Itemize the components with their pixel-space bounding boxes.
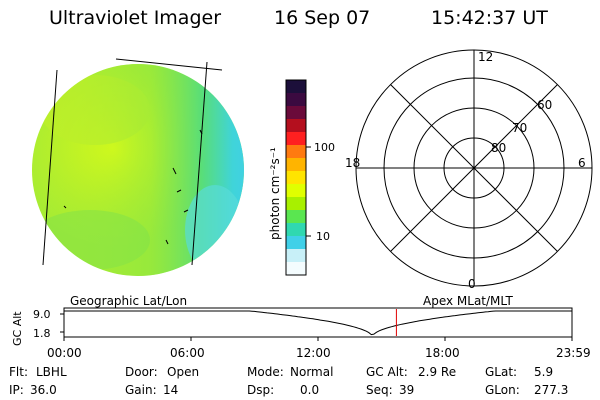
colorbar-cell bbox=[286, 236, 306, 250]
colorbar-cell bbox=[286, 262, 306, 276]
filter-value: LBHL bbox=[36, 365, 67, 379]
colorbar-cell bbox=[286, 119, 306, 133]
mlt-label-12: 12 bbox=[478, 50, 493, 64]
timeline-right-title: Apex MLat/MLT bbox=[423, 294, 513, 308]
lat-label-60: 60 bbox=[537, 98, 552, 112]
colorbar-tick-10: 10 bbox=[316, 230, 330, 243]
colorbar-unit-label: photon cm⁻²s⁻¹ bbox=[268, 147, 282, 240]
x-tick-1800: 18:00 bbox=[425, 346, 460, 360]
mlt-label-6: 6 bbox=[578, 156, 586, 170]
x-tick-0600: 06:00 bbox=[170, 346, 205, 360]
y-tick-1-8: 1.8 bbox=[33, 327, 51, 340]
date-label: 16 Sep 07 bbox=[274, 7, 371, 29]
mode-value: Normal bbox=[290, 365, 334, 379]
colorbar-cell bbox=[286, 184, 306, 198]
artifact-marks bbox=[63, 129, 203, 245]
mode-label: Mode: bbox=[247, 365, 284, 379]
lat-label-70: 70 bbox=[512, 121, 527, 135]
seq-label: Seq: bbox=[366, 383, 393, 397]
timeline-frame bbox=[63, 307, 573, 338]
time-label: 15:42:37 UT bbox=[431, 7, 548, 29]
meridian-line bbox=[42, 69, 58, 266]
gain-value: 14 bbox=[163, 383, 179, 397]
colorbar-cell bbox=[286, 93, 306, 107]
mlt-label-18: 18 bbox=[345, 156, 360, 170]
timeline-left-title: Geographic Lat/Lon bbox=[70, 294, 188, 308]
filter-label: Flt: bbox=[9, 365, 28, 379]
ip-label: IP: bbox=[9, 383, 24, 397]
glat-value: 5.9 bbox=[534, 365, 554, 379]
gain-label: Gain: bbox=[125, 383, 157, 397]
gc-alt-label: GC Alt: bbox=[366, 365, 408, 379]
colorbar-cell bbox=[286, 249, 306, 263]
x-tick-0000: 00:00 bbox=[47, 346, 82, 360]
colorbar-cell bbox=[286, 132, 306, 146]
dsp-value: 0.0 bbox=[300, 383, 320, 397]
ip-value: 36.0 bbox=[30, 383, 57, 397]
colorbar-cell bbox=[286, 145, 306, 159]
colorbar-tick-100: 100 bbox=[314, 141, 335, 154]
instrument-title: Ultraviolet Imager bbox=[49, 7, 222, 29]
gc-alt-value: 2.9 Re bbox=[418, 365, 457, 379]
glat-label: GLat: bbox=[485, 365, 518, 379]
x-tick-1200: 12:00 bbox=[296, 346, 331, 360]
altitude-curve bbox=[64, 310, 572, 336]
timeline-axis-label: GC Alt bbox=[11, 311, 24, 346]
meridian-line bbox=[191, 61, 208, 266]
x-tick-marks bbox=[63, 337, 573, 341]
door-label: Door: bbox=[125, 365, 158, 379]
x-tick-2359: 23:59 bbox=[556, 346, 591, 360]
colorbar-cell bbox=[286, 197, 306, 211]
polar-diagonal bbox=[390, 84, 558, 252]
colorbar-cell bbox=[286, 106, 306, 120]
y-tick-9: 9.0 bbox=[33, 308, 51, 321]
parallel-line bbox=[115, 58, 223, 71]
mlt-label-0: 0 bbox=[468, 277, 476, 291]
colorbar-cell bbox=[286, 80, 306, 94]
colorbar-cell bbox=[286, 223, 306, 237]
door-value: Open bbox=[167, 365, 200, 379]
colorbar-cell bbox=[286, 158, 306, 172]
colorbar-cell bbox=[286, 171, 306, 185]
glon-label: GLon: bbox=[485, 383, 520, 397]
glon-value: 277.3 bbox=[534, 383, 569, 397]
colorbar-cell bbox=[286, 210, 306, 224]
seq-value: 39 bbox=[399, 383, 415, 397]
dsp-label: Dsp: bbox=[247, 383, 275, 397]
lat-label-80: 80 bbox=[491, 141, 506, 155]
